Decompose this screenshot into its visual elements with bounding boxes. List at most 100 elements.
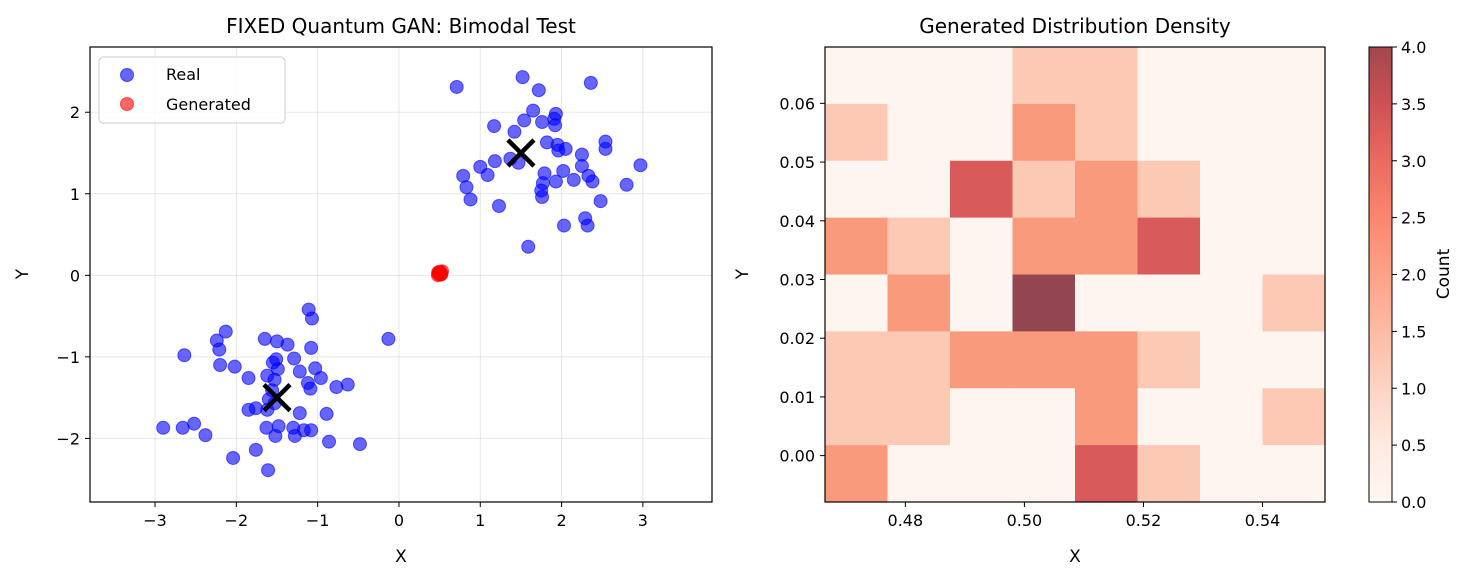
scatter-ytick-label: 1 [70,185,80,204]
heatmap-cell [1012,217,1076,275]
heatmap-ytick-label: 0.02 [779,329,815,348]
real-point [218,324,233,339]
real-point [521,239,536,254]
scatter-xtick-label: 3 [638,511,648,530]
heatmap-cell [1075,160,1138,219]
heatmap-title: Generated Distribution Density [919,14,1231,38]
real-point [381,331,396,346]
real-point [459,180,474,195]
colorbar-tick-label: 3.5 [1401,95,1426,114]
legend-label-generated: Generated [166,95,251,114]
heatmap-cell [1075,217,1138,275]
heatmap-cell [1200,217,1263,275]
heatmap-cell [1262,445,1326,503]
heatmap-cell [825,388,888,446]
heatmap-cell [1137,160,1201,219]
colorbar-tick-label: 0.0 [1401,493,1426,512]
scatter-frame [89,46,713,503]
heatmap-ytick-label: 0.05 [779,153,815,172]
real-point [449,79,464,94]
real-point [280,337,295,352]
scatter-legend: Real Generated [98,56,286,124]
colorbar-tick-label: 1.0 [1401,379,1426,398]
real-point [535,115,550,130]
real-point [292,406,307,421]
real-point [566,172,581,187]
real-point [598,141,613,156]
colorbar-tick-label: 2.0 [1401,266,1426,285]
real-point [177,348,192,363]
real-point [241,371,256,386]
real-point [585,174,600,189]
heatmap-cell [825,331,888,389]
generated-point [430,265,445,280]
heatmap-cells [825,47,1326,503]
heatmap-cell [887,445,951,503]
heatmap-cell [1137,103,1201,162]
real-point [487,154,502,169]
heatmap-cell [1137,217,1201,275]
heatmap-cell [1200,445,1263,503]
real-point [212,342,227,357]
real-point [526,103,541,118]
heatmap-cell [1137,388,1201,446]
scatter-center-markers [262,138,536,413]
real-point [515,70,530,85]
real-point [507,124,522,139]
heatmap-cell [1200,331,1263,389]
real-point [226,450,241,465]
heatmap-cell [1075,388,1138,446]
heatmap-cell [1200,47,1263,105]
heatmap-cell [950,160,1013,219]
heatmap-cell [1262,388,1326,446]
legend-marker-real [120,68,134,82]
real-point [463,192,478,207]
heatmap-xtick-label: 0.50 [1007,511,1043,530]
heatmap-cell [1262,103,1326,162]
heatmap-cell [1200,274,1263,332]
real-point [304,311,319,326]
heatmap-xtick-label: 0.48 [888,511,924,530]
heatmap-cell [1012,331,1076,389]
real-point [517,113,532,128]
heatmap-cell [1075,47,1138,105]
real-point [198,428,213,443]
real-point [304,423,319,438]
real-point [156,420,171,435]
real-point [535,190,550,205]
scatter-xtick-label: 1 [475,511,485,530]
real-point [261,463,276,478]
real-point [287,428,302,443]
real-point [583,75,598,90]
real-point [557,218,572,233]
real-point [213,358,228,373]
real-point [352,437,367,452]
real-point [268,428,283,443]
heatmap-cell [825,103,888,162]
heatmap-cell [1137,331,1201,389]
colorbar-tick-label: 3.0 [1401,152,1426,171]
real-point [319,406,334,421]
heatmap-cell [1262,160,1326,219]
heatmap-cell [825,445,888,503]
real-point [187,416,202,431]
legend-label-real: Real [166,65,201,84]
real-point [593,194,608,209]
heatmap-ytick-label: 0.00 [779,447,815,466]
scatter-ytick-label: 0 [70,266,80,285]
heatmap-cell [1075,103,1138,162]
real-point [287,351,302,366]
colorbar-tick-label: 2.5 [1401,209,1426,228]
real-point [556,163,571,178]
real-point [633,158,648,173]
real-point [548,174,563,189]
colorbar-tick-label: 1.5 [1401,322,1426,341]
scatter-title: FIXED Quantum GAN: Bimodal Test [226,14,576,38]
real-point [558,141,573,156]
heatmap-cell [1262,47,1326,105]
heatmap-ytick-label: 0.06 [779,94,815,113]
heatmap-cell [825,47,888,105]
real-point [257,331,272,346]
heatmap-xlabel: X [1069,547,1081,567]
